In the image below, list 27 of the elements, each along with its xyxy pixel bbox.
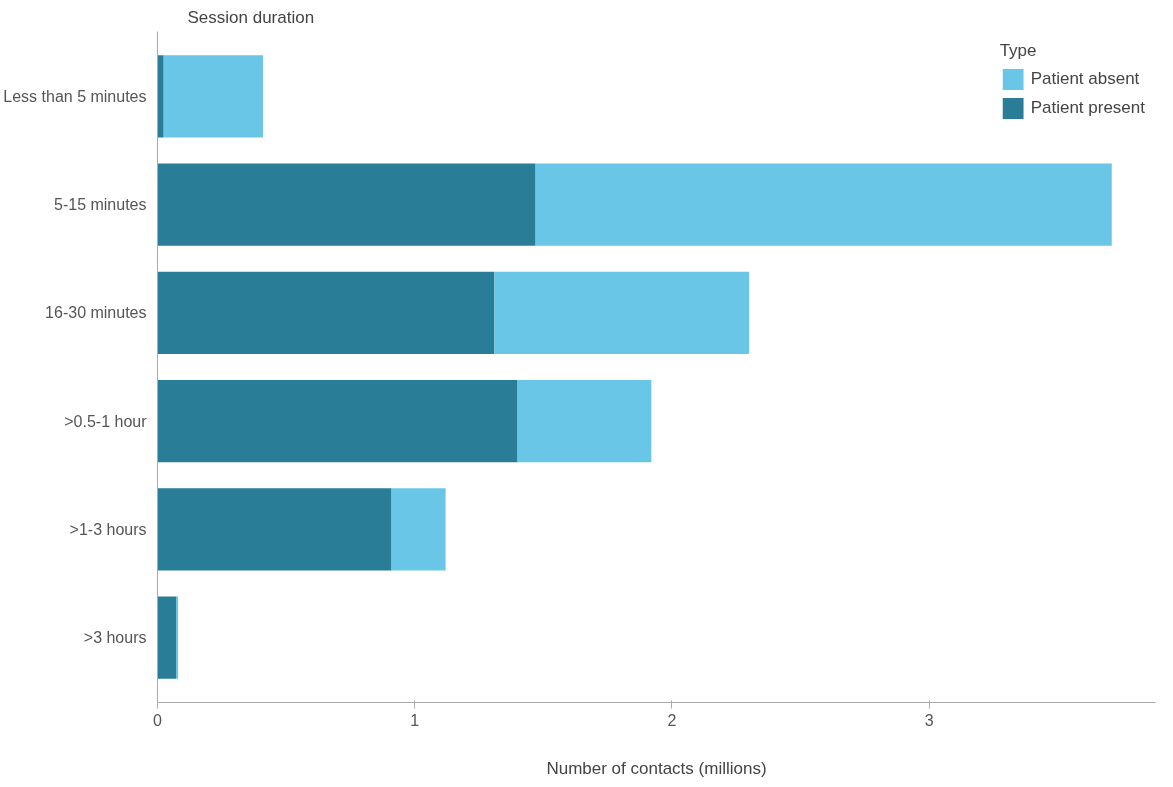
- y-tick-label: >0.5-1 hour: [64, 412, 148, 430]
- y-tick-label: Less than 5 minutes: [3, 87, 147, 105]
- x-tick-label: 0: [153, 711, 163, 729]
- bar: [494, 271, 750, 355]
- y-tick-label: >3 hours: [83, 629, 147, 647]
- bar: [157, 163, 536, 246]
- legend-label: Patient absent: [1030, 69, 1140, 89]
- bar: [163, 55, 263, 138]
- y-axis-title: Session duration: [187, 7, 315, 27]
- x-tick-label: 3: [924, 711, 934, 729]
- x-tick-label: 2: [667, 711, 677, 729]
- bar: [176, 596, 179, 679]
- x-tick-label: 1: [410, 711, 420, 729]
- bar: [517, 379, 652, 463]
- bar: [157, 55, 164, 138]
- bar: [391, 488, 446, 571]
- bar: [157, 271, 495, 355]
- y-tick-label: 16-30 minutes: [45, 304, 147, 322]
- bar: [157, 488, 392, 571]
- bar: [157, 596, 177, 679]
- bar: [535, 163, 1112, 246]
- y-tick-label: 5-15 minutes: [54, 196, 147, 214]
- y-tick-label: >1-3 hours: [69, 520, 147, 538]
- bar: [157, 379, 518, 463]
- legend-title: Type: [999, 41, 1038, 61]
- legend-label: Patient present: [1030, 98, 1145, 118]
- x-axis-title: Number of contacts (millions): [546, 758, 767, 778]
